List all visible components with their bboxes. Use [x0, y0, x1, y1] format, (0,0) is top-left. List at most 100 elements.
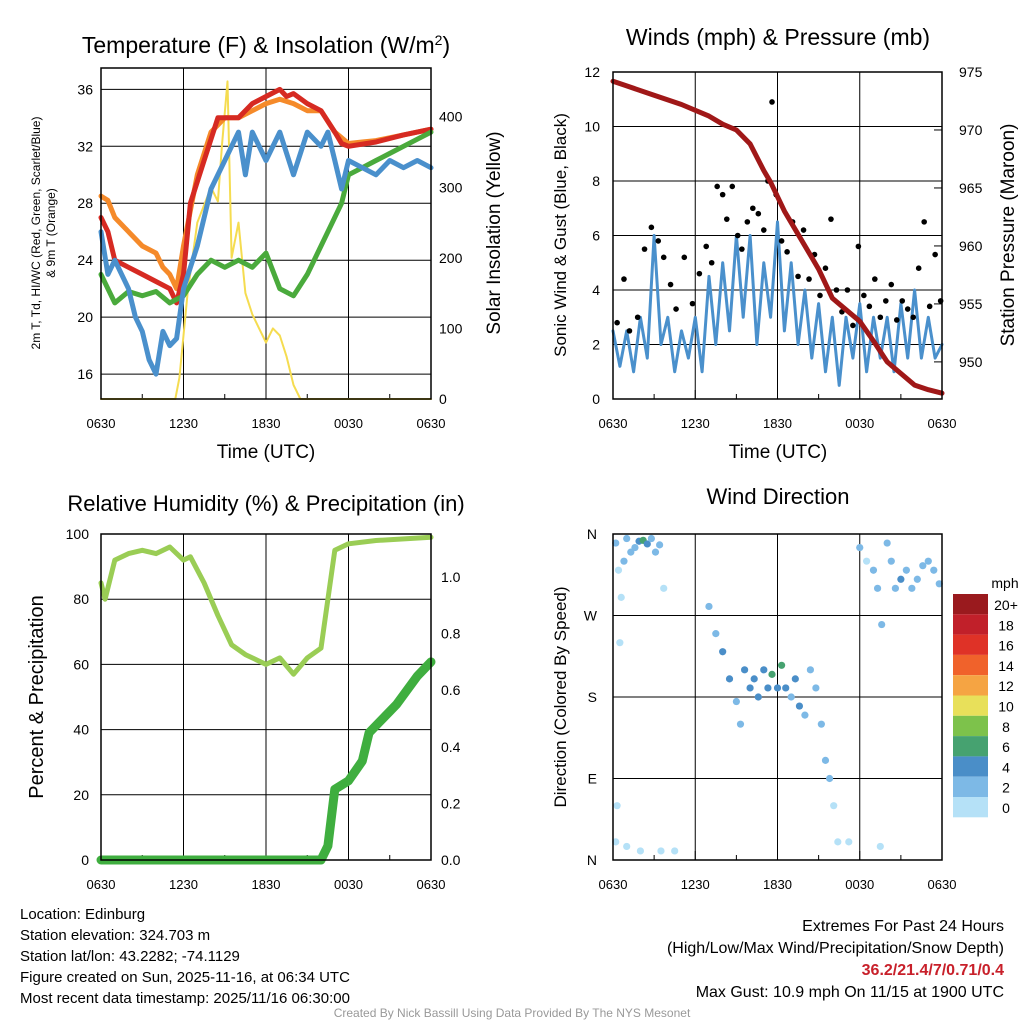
legend-title: mph [991, 575, 1018, 591]
y-tick-label: 4 [592, 282, 600, 298]
gust-point [899, 298, 906, 304]
wind-direction-point [883, 539, 891, 547]
sonic-wind-line [611, 220, 944, 387]
y-right-tick-label: 950 [959, 354, 983, 370]
y-right-tick-label: 975 [959, 64, 983, 80]
x-tick-label: 1830 [763, 416, 792, 431]
legend-swatch [953, 756, 988, 777]
gust-point [681, 254, 688, 261]
gust-point [769, 99, 775, 105]
x-tick-label: 0030 [845, 877, 874, 892]
wind-direction-point [768, 670, 776, 678]
plot-frame [612, 533, 943, 861]
x-tick-label: 0630 [417, 416, 446, 431]
y-tick-label: 0 [592, 391, 600, 407]
location: Location: Edinburg [20, 906, 146, 923]
y-right-tick-label: 0.6 [441, 682, 461, 698]
gust-point [850, 322, 856, 329]
wind-direction-point [636, 847, 645, 855]
gust-point [667, 281, 674, 288]
legend-swatch [953, 695, 988, 716]
gust-point [660, 254, 667, 261]
legend-label: 8 [1002, 719, 1010, 735]
extremes-info: Extremes For Past 24 Hours (High/Low/Max… [667, 916, 1004, 1004]
x-tick-label: 1230 [169, 416, 198, 431]
wind-direction-point [812, 684, 820, 692]
wind-direction-point [908, 584, 916, 592]
y-right-axis-label: Solar Insolation (Yellow) [484, 131, 505, 334]
x-tick-label: 1230 [169, 877, 198, 892]
x-tick-label: 0630 [87, 416, 116, 431]
y-right-axis-label: Station Pressure (Maroon) [998, 124, 1019, 347]
y-tick-label: 16 [77, 366, 93, 382]
wind-direction-point [623, 534, 631, 543]
chart-title: Wind Direction [706, 484, 849, 509]
gust-point [904, 306, 911, 312]
legend-swatch [953, 594, 988, 615]
gust-point [703, 243, 710, 250]
gust-point [921, 219, 927, 225]
y-tick-label: 12 [584, 64, 600, 80]
gust-point [828, 216, 834, 222]
gust-point [893, 317, 900, 323]
gust-point [723, 216, 730, 222]
y-tick-label: 10 [584, 119, 600, 135]
y-axis-label: Sonic Wind & Gust (Blue, Black) [551, 113, 570, 357]
wind-direction-point [787, 693, 795, 701]
wind-direction-point [746, 684, 754, 692]
extremes-subtitle: (High/Low/Max Wind/Precipitation/Snow De… [666, 940, 1004, 957]
x-axis-label: Time (UTC) [217, 442, 316, 463]
y-right-tick-label: 400 [439, 109, 463, 125]
y-tick-label: 32 [77, 138, 93, 154]
legend-swatch [953, 654, 988, 676]
gust-point [844, 287, 851, 293]
y-right-tick-label: 970 [959, 122, 983, 138]
y-axis-label: 2m T, Td, HI/WC (Red, Green, Scarlet/Blu… [29, 117, 43, 350]
wind-direction-point [741, 666, 749, 674]
wind-direction-point [801, 711, 809, 719]
wind-direction-point [750, 675, 758, 683]
x-tick-label: 1230 [681, 416, 710, 431]
wind-direction-point [930, 566, 938, 574]
y-tick-label: 2 [592, 337, 600, 353]
x-tick-label: 0630 [599, 877, 628, 892]
x-tick-label: 0630 [928, 877, 957, 892]
wind-direction-point [614, 566, 623, 574]
y-tick-label: E [588, 771, 597, 787]
y-tick-label: 28 [77, 195, 93, 211]
legend-swatch [953, 736, 988, 757]
gust-point [634, 314, 641, 321]
wind-direction-point [873, 584, 882, 592]
legend-swatch [953, 675, 988, 696]
x-tick-label: 0630 [417, 877, 446, 892]
credit: Created By Nick Bassill Using Data Provi… [333, 1006, 691, 1020]
x-tick-label: 1830 [252, 416, 281, 431]
gust-point [714, 183, 720, 190]
y-tick-label: 60 [73, 656, 89, 672]
wind-direction-point [657, 847, 665, 855]
gust-point [729, 183, 736, 190]
y-right-tick-label: 0 [439, 391, 447, 407]
x-tick-label: 0630 [928, 416, 957, 431]
wind-direction-point [778, 661, 786, 669]
y-right-tick-label: 100 [439, 320, 463, 336]
wind-direction-point [791, 675, 799, 683]
wind-direction-point [656, 541, 664, 549]
relative-humidity-line [98, 534, 434, 677]
gust-point [673, 306, 679, 312]
gust-point [784, 249, 790, 255]
wind-direction-point [616, 639, 624, 647]
wind-direction-point [913, 575, 921, 583]
wind-direction-point [773, 684, 782, 692]
y-tick-label: 40 [73, 722, 89, 738]
wind-direction-point [617, 593, 625, 601]
plot-frame [612, 71, 943, 400]
y-tick-label: W [584, 608, 598, 624]
gust-point [739, 246, 745, 252]
gust-point [932, 251, 938, 258]
wind-direction-point [897, 575, 905, 583]
gust-point [910, 314, 917, 321]
x-tick-label: 1830 [763, 877, 792, 892]
wind-direction-point [891, 584, 899, 592]
wind-direction-point [725, 675, 734, 683]
